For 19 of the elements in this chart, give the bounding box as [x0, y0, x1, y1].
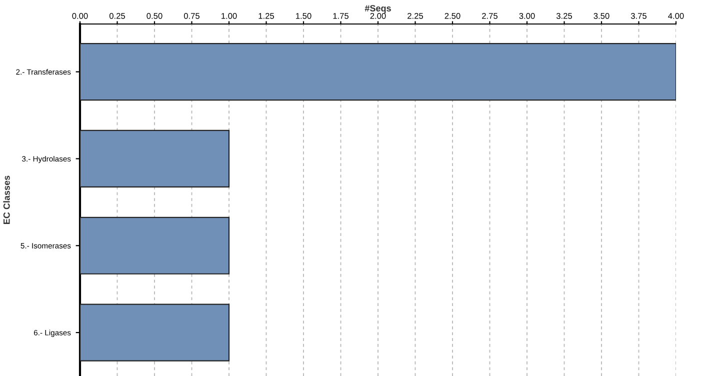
x-tick-label: 1.25 [258, 12, 274, 19]
x-tick-label: 3.25 [556, 12, 572, 19]
x-tick-label: 2.75 [482, 12, 498, 19]
x-tick-label: 0.75 [184, 12, 200, 19]
x-tick-label: 1.00 [222, 12, 237, 19]
x-tick-label: 3.75 [630, 12, 647, 19]
x-tick-label: 3.50 [594, 12, 610, 19]
x-axis-title: #Seqs [364, 5, 391, 14]
y-axis-title: EC Classes [3, 176, 10, 224]
x-tick-label: 0.25 [109, 12, 126, 19]
x-tick-label: 0.50 [146, 12, 162, 19]
x-tick-label: 0.00 [72, 12, 88, 19]
x-tick-label: 2.00 [370, 12, 386, 19]
x-tick-label: 1.50 [296, 12, 312, 19]
x-tick-label: 2.50 [444, 12, 460, 19]
x-tick-label: 4.00 [668, 12, 684, 19]
x-tick-label: 3.00 [519, 12, 535, 19]
x-tick-label: 2.25 [408, 12, 424, 19]
x-tick-label: 1.75 [333, 13, 349, 19]
